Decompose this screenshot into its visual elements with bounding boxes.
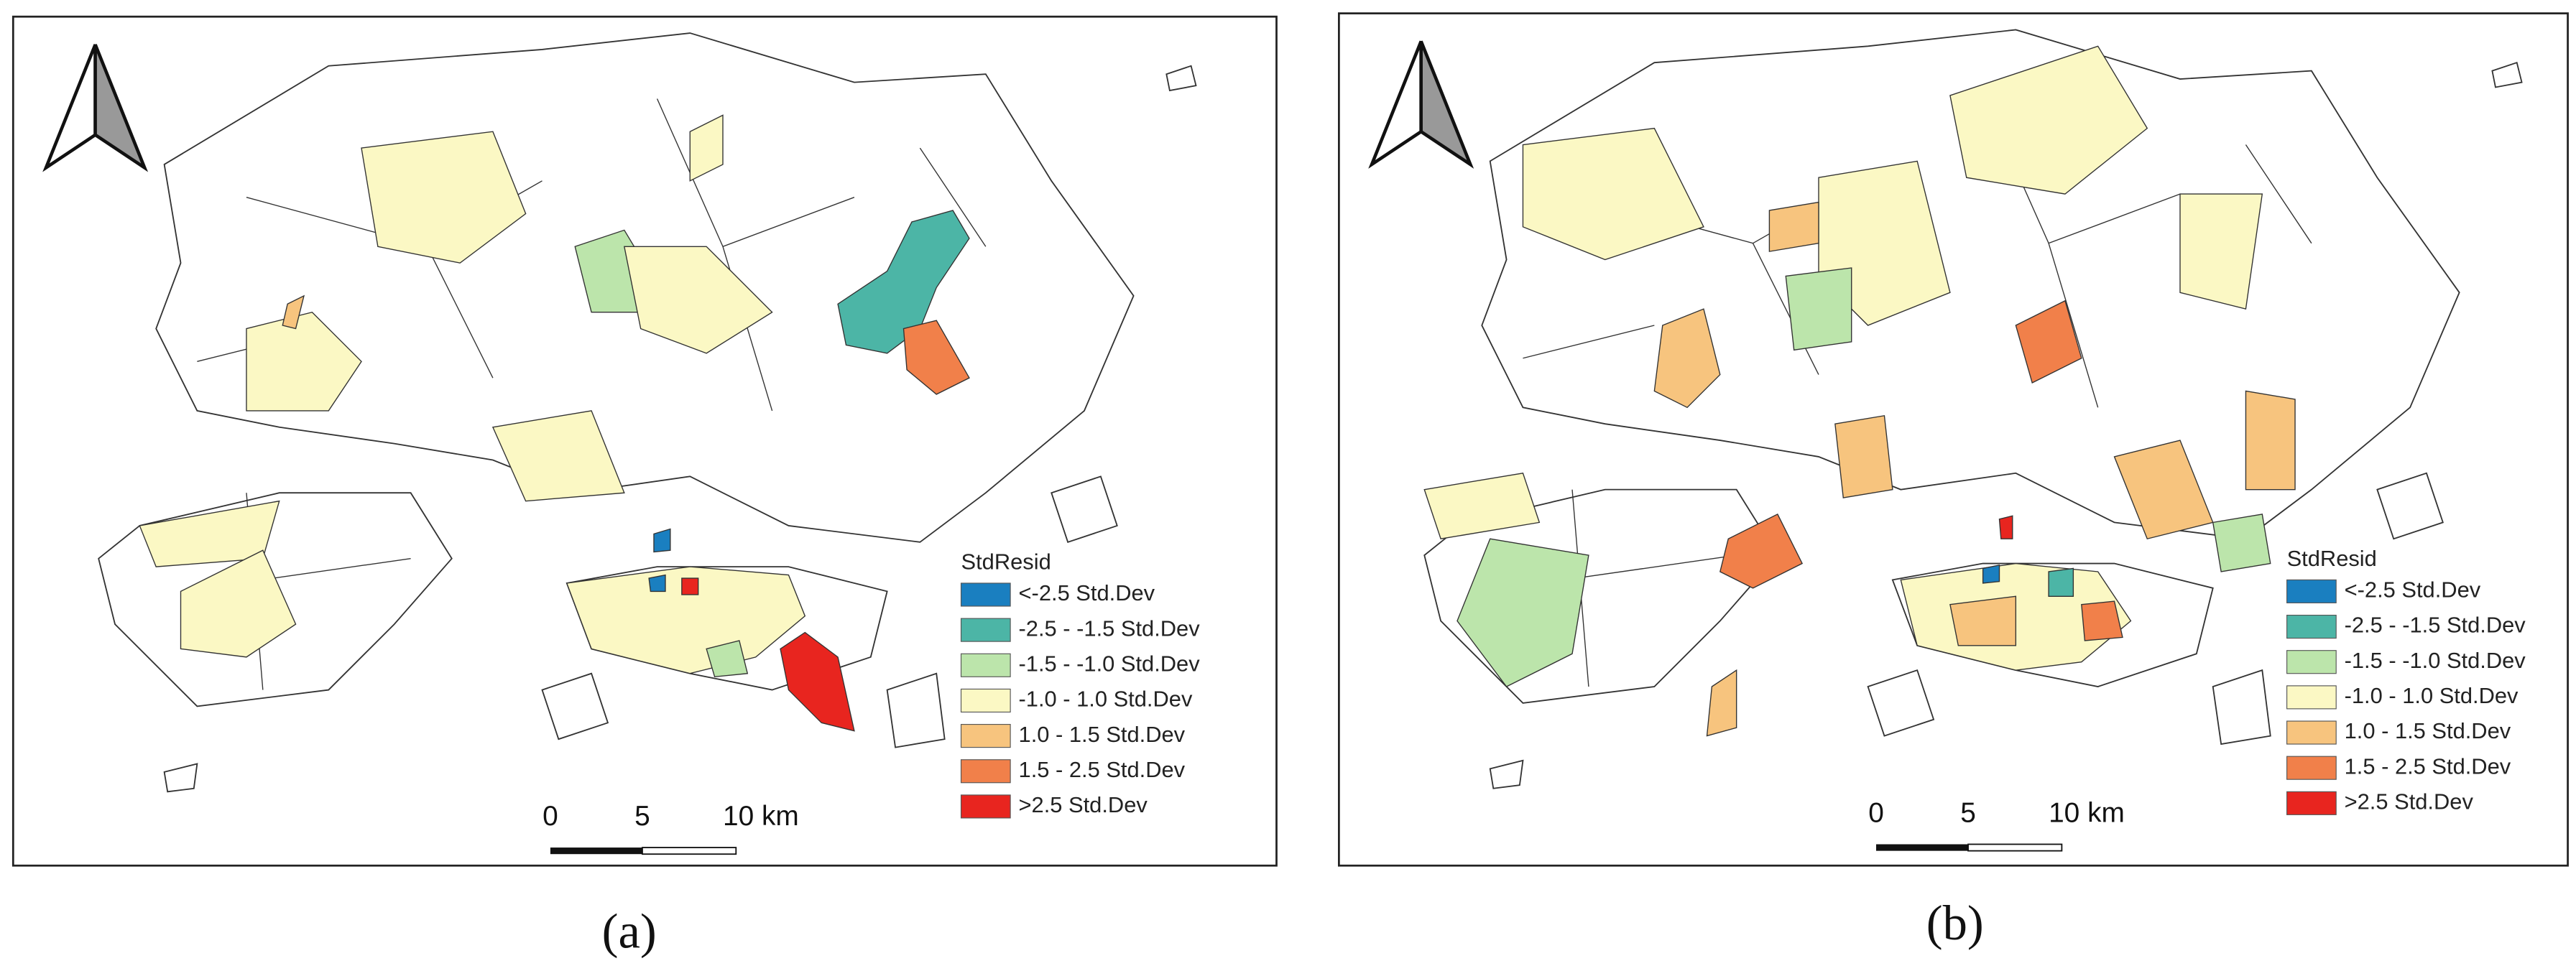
legend-swatch — [960, 724, 1011, 748]
map-panel: StdResid <-2.5 Std.Dev -2.5 - -1.5 Std.Dev… — [11, 15, 1278, 958]
district — [1456, 538, 1589, 687]
scale-label: 10 km — [723, 801, 799, 832]
district — [2245, 390, 2296, 491]
legend-label: -1.0 - 1.0 Std.Dev — [1019, 687, 1193, 712]
district — [282, 294, 305, 330]
district — [681, 577, 699, 595]
legend-swatch — [2286, 791, 2337, 815]
legend-label: 1.0 - 1.5 Std.Dev — [1019, 722, 1186, 747]
legend-swatch — [960, 653, 1011, 677]
district — [2179, 193, 2263, 310]
land-outline — [2376, 472, 2444, 540]
district — [837, 210, 970, 354]
district — [491, 410, 625, 502]
legend-swatch — [2286, 650, 2337, 674]
legend-swatch — [960, 794, 1011, 819]
district — [623, 246, 773, 354]
legend-swatch — [2286, 685, 2337, 710]
scale-bar — [550, 847, 642, 855]
district — [1998, 515, 2013, 539]
scale-label: 0 — [543, 801, 558, 832]
legend-swatch — [2286, 756, 2337, 780]
district — [1949, 45, 2148, 195]
north-arrow — [1419, 40, 1474, 169]
district — [689, 114, 724, 182]
land-outline — [886, 672, 946, 748]
district — [1949, 595, 2017, 646]
district — [706, 640, 749, 678]
legend-label: 1.5 - 2.5 Std.Dev — [2345, 753, 2511, 779]
land-outline — [1489, 759, 1524, 789]
legend-label: 1.5 - 2.5 Std.Dev — [1019, 757, 1186, 782]
legend-label: -2.5 - -1.5 Std.Dev — [2345, 613, 2526, 638]
legend-swatch — [2286, 579, 2337, 603]
land-outline — [541, 672, 609, 740]
legend-swatch — [960, 582, 1011, 607]
legend-label: -1.5 - -1.0 Std.Dev — [1019, 651, 1201, 676]
district — [780, 631, 855, 732]
district — [1982, 564, 2000, 584]
legend-swatch — [2286, 614, 2337, 639]
district — [2081, 600, 2123, 641]
district — [902, 320, 970, 395]
land-outline — [163, 763, 198, 793]
scale-bar — [1876, 844, 1969, 851]
district — [2212, 514, 2271, 572]
legend-label: >2.5 Std.Dev — [2345, 789, 2474, 814]
scale-bar — [642, 847, 737, 855]
land-outline — [2491, 62, 2523, 88]
legend-title: StdResid — [961, 549, 1051, 575]
legend-label: -2.5 - -1.5 Std.Dev — [1019, 616, 1201, 641]
district — [2048, 567, 2074, 597]
scale-label: 10 km — [2049, 798, 2125, 829]
legend-label: <-2.5 Std.Dev — [2345, 577, 2481, 603]
district — [1785, 267, 1852, 351]
district — [648, 574, 666, 593]
legend-title: StdResid — [2287, 546, 2377, 571]
district — [1706, 669, 1737, 737]
district — [565, 566, 806, 674]
district — [180, 549, 297, 658]
district-boundary — [1506, 95, 2312, 687]
district — [361, 131, 527, 264]
district — [1653, 308, 1721, 409]
legend-swatch — [960, 688, 1011, 713]
land-outline — [2212, 669, 2271, 746]
legend-label: -1.5 - -1.0 Std.Dev — [2345, 648, 2526, 673]
district — [1522, 127, 1704, 261]
district — [1719, 514, 1804, 589]
scale-label: 5 — [1960, 798, 1976, 829]
legend-label: <-2.5 Std.Dev — [1019, 580, 1155, 605]
scale-label: 5 — [634, 801, 650, 832]
scale-label: 0 — [1868, 798, 1884, 829]
land-outline — [1867, 669, 1935, 737]
scale-bar — [1967, 843, 2063, 852]
land-outline — [1165, 65, 1197, 92]
legend-label: 1.0 - 1.5 Std.Dev — [2345, 718, 2511, 743]
map-panel: StdResid <-2.5 Std.Dev -2.5 - -1.5 Std.Dev… — [1338, 12, 2569, 950]
north-arrow — [93, 44, 149, 172]
legend-swatch — [2286, 720, 2337, 745]
panel-label: (a) — [602, 904, 657, 958]
district — [653, 528, 671, 553]
land-outline — [1051, 475, 1118, 543]
legend-swatch — [960, 618, 1011, 642]
panel-label: (b) — [1926, 896, 1984, 950]
district — [246, 311, 362, 412]
district — [1423, 473, 1541, 540]
legend-label: -1.0 - 1.0 Std.Dev — [2345, 683, 2519, 708]
legend-swatch — [960, 759, 1011, 784]
district — [2015, 299, 2082, 384]
district — [1834, 414, 1893, 498]
district — [1768, 201, 1819, 252]
legend-label: >2.5 Std.Dev — [1019, 792, 1148, 817]
